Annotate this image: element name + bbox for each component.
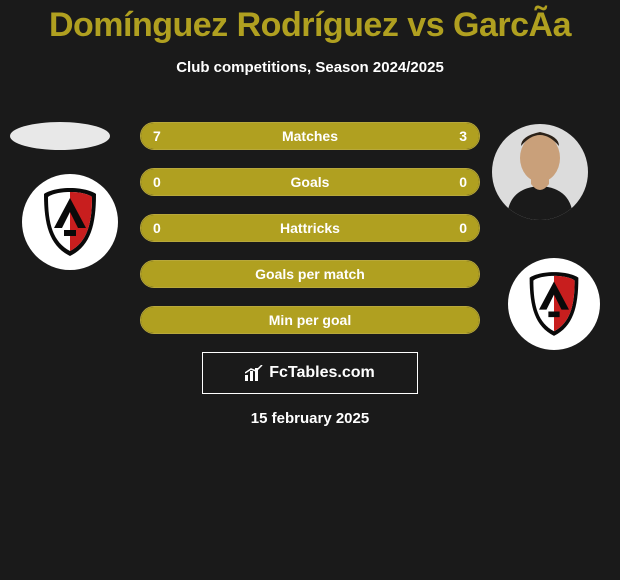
stat-label: Goals per match [141,266,479,282]
player-right-avatar [492,124,588,220]
stat-row: 00Goals [140,168,480,196]
stats-bars: 73Matches 00Goals 00Hattricks Goals per mat… [140,122,480,352]
player-silhouette-icon [497,128,583,220]
bar-chart-icon [245,365,263,381]
shield-icon [38,186,102,258]
brand-label: FcTables.com [269,364,375,382]
page-title: Domínguez Rodríguez vs GarcÃ­a [0,0,620,45]
stat-row: 73Matches [140,122,480,150]
shield-icon [524,270,584,338]
club-badge-right [508,258,600,350]
stat-row: Min per goal [140,306,480,334]
stat-label: Matches [141,128,479,144]
stat-row: Goals per match [140,260,480,288]
stat-label: Goals [141,174,479,190]
stat-label: Min per goal [141,312,479,328]
stat-label: Hattricks [141,220,479,236]
brand-badge[interactable]: FcTables.com [202,352,418,394]
subtitle: Club competitions, Season 2024/2025 [0,59,620,76]
stat-row: 00Hattricks [140,214,480,242]
club-badge-left [22,174,118,270]
date-label: 15 february 2025 [0,410,620,427]
player-left-avatar [10,122,110,150]
